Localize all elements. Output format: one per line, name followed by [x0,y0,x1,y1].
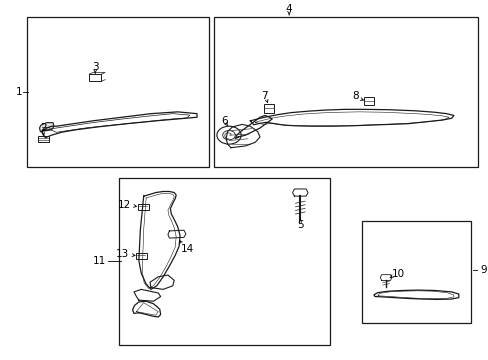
Text: 7: 7 [261,91,267,101]
Polygon shape [380,275,391,280]
Text: 12: 12 [117,200,130,210]
Polygon shape [139,192,180,289]
Text: 2: 2 [40,123,46,133]
Polygon shape [167,230,185,238]
Polygon shape [132,301,161,317]
Bar [138,204,148,210]
Bar [136,253,146,259]
Polygon shape [250,109,453,126]
Circle shape [217,126,241,144]
Polygon shape [373,290,458,300]
Text: 14: 14 [181,244,194,254]
Text: 8: 8 [351,91,358,101]
Text: 3: 3 [92,62,99,72]
Bar [214,17,477,167]
Polygon shape [292,189,307,196]
Text: 1: 1 [16,87,22,97]
Bar [89,74,101,81]
Bar [27,17,209,167]
Text: 9: 9 [480,265,486,275]
Bar [38,135,49,142]
Bar [361,221,470,323]
Text: 11: 11 [93,256,106,266]
Text: 13: 13 [116,249,129,259]
Polygon shape [150,275,174,289]
Text: 5: 5 [296,220,303,230]
Polygon shape [235,116,272,139]
Text: 6: 6 [221,116,227,126]
Polygon shape [42,112,197,138]
Bar [264,104,273,113]
Text: 4: 4 [285,4,292,14]
Bar [364,97,373,105]
Polygon shape [225,125,260,148]
Polygon shape [40,123,54,132]
Circle shape [222,131,235,140]
Polygon shape [134,289,161,301]
Bar [119,178,330,345]
Text: 10: 10 [391,269,404,279]
